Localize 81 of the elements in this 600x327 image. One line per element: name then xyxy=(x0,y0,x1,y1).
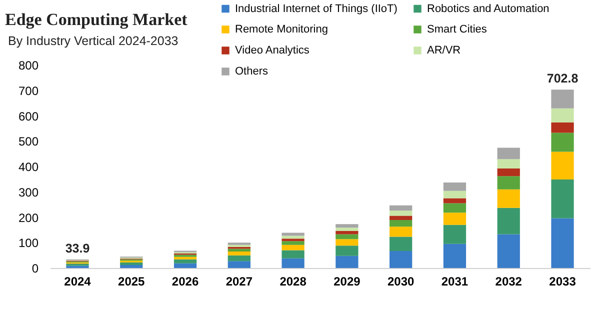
bar xyxy=(120,264,143,268)
bar xyxy=(120,262,143,265)
bar xyxy=(497,176,520,190)
bar xyxy=(336,228,358,231)
total-label: 702.8 xyxy=(546,72,578,86)
y-tick-label: 500 xyxy=(18,134,39,149)
bar xyxy=(390,210,412,216)
bar xyxy=(497,159,520,169)
bar xyxy=(282,236,304,239)
bar xyxy=(228,252,250,256)
bar xyxy=(551,179,574,218)
bar xyxy=(443,198,466,204)
x-tick-label: 2031 xyxy=(441,274,468,288)
bar xyxy=(336,246,358,256)
bar xyxy=(551,108,574,122)
bar xyxy=(443,182,466,191)
bar xyxy=(174,263,197,268)
y-tick-label: 800 xyxy=(18,58,39,72)
total-label: 33.9 xyxy=(65,241,90,256)
bar xyxy=(443,224,466,244)
chart-subtitle: By Industry Vertical 2024-2033 xyxy=(8,34,178,48)
legend-label: Video Analytics xyxy=(235,44,310,56)
bar xyxy=(282,244,304,250)
bar xyxy=(551,132,574,152)
bar xyxy=(443,244,466,268)
bar xyxy=(390,216,412,220)
legend-label: Smart Cities xyxy=(427,24,488,36)
y-tick-label: 100 xyxy=(18,236,39,250)
bar xyxy=(336,224,358,228)
bar xyxy=(282,241,304,245)
x-tick-label: 2030 xyxy=(387,274,415,288)
legend-label: Remote Monitoring xyxy=(235,24,328,36)
y-tick-label: 0 xyxy=(32,262,39,276)
bar xyxy=(282,238,304,242)
x-tick-label: 2033 xyxy=(549,274,576,288)
bar xyxy=(336,256,358,268)
legend-label: AR/VR xyxy=(427,44,461,56)
x-tick-label: 2028 xyxy=(280,274,307,288)
bar xyxy=(497,189,520,208)
bar xyxy=(497,234,520,268)
bar xyxy=(497,148,520,160)
bar xyxy=(443,212,466,225)
x-tick-label: 2025 xyxy=(118,274,146,288)
bar xyxy=(228,261,250,268)
bar xyxy=(551,90,574,108)
y-tick-label: 300 xyxy=(18,185,39,200)
x-tick-label: 2029 xyxy=(334,274,361,288)
bar xyxy=(497,208,520,234)
bar xyxy=(228,248,250,252)
bar xyxy=(390,205,412,211)
bar xyxy=(282,232,304,236)
bar xyxy=(443,203,466,213)
bar xyxy=(282,250,304,258)
bar xyxy=(551,152,574,180)
bar xyxy=(390,236,412,251)
chart-title: Edge Computing Market xyxy=(5,10,188,29)
legend-label: Industrial Internet of Things (IIoT) xyxy=(235,2,398,15)
x-tick-label: 2024 xyxy=(64,274,92,288)
bar xyxy=(390,220,412,227)
y-tick-label: 700 xyxy=(18,84,39,98)
bar xyxy=(551,122,574,133)
bar xyxy=(282,258,304,268)
bar xyxy=(336,234,358,240)
bar xyxy=(174,259,197,264)
bar xyxy=(443,190,466,198)
y-tick-label: 600 xyxy=(18,109,39,124)
bar xyxy=(174,256,197,260)
y-tick-label: 200 xyxy=(18,210,39,225)
x-tick-label: 2026 xyxy=(172,274,199,288)
bar xyxy=(390,251,412,268)
x-tick-label: 2027 xyxy=(226,274,253,288)
x-tick-label: 2032 xyxy=(495,274,522,288)
legend-label: Robotics and Automation xyxy=(427,2,550,15)
bar xyxy=(497,168,520,176)
bar xyxy=(390,226,412,237)
bar xyxy=(551,218,574,268)
bar xyxy=(336,230,358,234)
bar xyxy=(336,239,358,246)
legend-label: Others xyxy=(235,66,269,78)
y-tick-label: 400 xyxy=(18,160,39,174)
bar xyxy=(228,255,250,262)
